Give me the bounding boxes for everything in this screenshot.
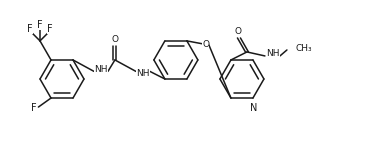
Text: F: F [37, 20, 43, 30]
Text: NH: NH [94, 65, 108, 74]
Text: CH₃: CH₃ [296, 44, 312, 53]
Text: F: F [30, 103, 36, 113]
Text: O: O [234, 27, 242, 36]
Text: O: O [203, 40, 209, 49]
Text: F: F [27, 24, 33, 34]
Text: NH: NH [136, 69, 150, 78]
Text: F: F [47, 24, 53, 34]
Text: NH: NH [266, 49, 280, 58]
Text: O: O [111, 35, 118, 44]
Text: N: N [250, 103, 257, 113]
